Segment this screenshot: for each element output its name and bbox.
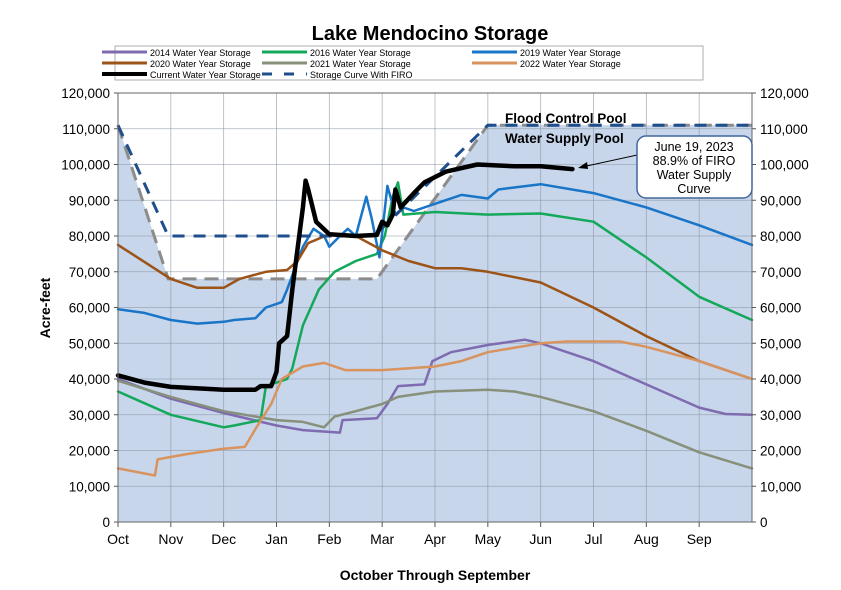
x-tick-label: Jul <box>585 531 603 547</box>
x-tick-label: Oct <box>107 531 129 547</box>
series-line-2021-water-year-storage <box>116 379 754 470</box>
y-tick-label-right: 120,000 <box>760 86 809 101</box>
y-tick-label-right: 50,000 <box>760 336 801 351</box>
y-tick-label-left: 120,000 <box>61 86 110 101</box>
y-tick-label-right: 100,000 <box>760 158 809 173</box>
legend-label: 2020 Water Year Storage <box>150 59 251 69</box>
callout-box <box>636 135 753 199</box>
callout-arrow <box>581 154 638 168</box>
series-line-2019-water-year-storage <box>116 182 754 325</box>
legend: 2014 Water Year Storage 2016 Water Year S… <box>102 48 621 80</box>
series-line-2022-water-year-storage <box>116 340 754 477</box>
callout-line-3: Water Supply <box>657 168 732 182</box>
y-tick-label-right: 20,000 <box>760 444 801 459</box>
y-tick-label-right: 110,000 <box>760 122 808 137</box>
flood-control-pool-label: Flood Control Pool <box>505 111 626 126</box>
y-tick-label-right: 80,000 <box>760 229 801 244</box>
callout-arrowhead <box>578 162 588 169</box>
callout-line-2: 88.9% of FIRO <box>653 154 736 168</box>
callout: June 19, 2023 88.9% of FIRO Water Supply… <box>578 135 753 199</box>
y-tick-label-left: 0 <box>102 515 110 530</box>
x-axis-label: October Through September <box>340 567 531 583</box>
series-line-storage-curve-with-firo <box>116 123 752 238</box>
y-tick-label-left: 80,000 <box>69 229 110 244</box>
x-tick-label: Mar <box>370 531 394 547</box>
callout-line-4: Curve <box>677 182 710 196</box>
y-tick-label-left: 100,000 <box>61 158 110 173</box>
water-supply-pool-label: Water Supply Pool <box>505 131 624 146</box>
y-axis-label: Acre-feet <box>37 277 53 338</box>
y-tick-label-right: 0 <box>760 515 768 530</box>
y-tick-label-left: 30,000 <box>69 408 110 423</box>
x-tick-label: May <box>475 531 501 547</box>
series-line-current-water-year-storage <box>115 162 575 392</box>
y-tick-label-left: 20,000 <box>69 444 110 459</box>
x-tick-label: Jun <box>529 531 552 547</box>
y-tick-label-right: 30,000 <box>760 408 801 423</box>
chart-title: Lake Mendocino Storage <box>312 23 549 45</box>
series-line-2014-water-year-storage <box>116 338 754 434</box>
x-tick-label: Apr <box>424 531 446 547</box>
legend-label: 2019 Water Year Storage <box>520 48 621 58</box>
x-tick-label: Sep <box>687 531 712 547</box>
y-tick-label-left: 40,000 <box>69 372 110 387</box>
y-tick-label-left: 90,000 <box>69 193 110 208</box>
y-tick-label-left: 70,000 <box>69 265 110 280</box>
y-tick-label-right: 90,000 <box>760 193 801 208</box>
legend-box <box>114 45 704 81</box>
legend-label: Current Water Year Storage <box>150 70 261 80</box>
legend-label: Storage Curve With FIRO <box>310 70 413 80</box>
y-tick-label-right: 60,000 <box>760 301 801 316</box>
y-tick-label-right: 70,000 <box>760 265 801 280</box>
y-tick-label-left: 60,000 <box>69 301 110 316</box>
plot-border <box>117 92 753 523</box>
legend-label: 2014 Water Year Storage <box>150 48 251 58</box>
y-tick-label-right: 40,000 <box>760 372 801 387</box>
x-tick-label: Dec <box>211 531 236 547</box>
y-tick-label-left: 110,000 <box>62 122 110 137</box>
x-tick-label: Jan <box>265 531 288 547</box>
y-tick-label-left: 50,000 <box>69 336 110 351</box>
plot-area: 0 0 10,000 10,000 20,000 20,000 30,000 30,000 40… <box>61 86 809 547</box>
legend-label: 2016 Water Year Storage <box>310 48 411 58</box>
y-tick-label-right: 10,000 <box>760 479 801 494</box>
callout-line-1: June 19, 2023 <box>654 140 733 154</box>
legend-label: 2021 Water Year Storage <box>310 59 411 69</box>
x-tick-label: Aug <box>634 531 659 547</box>
x-tick-label: Nov <box>158 531 183 547</box>
y-tick-label-left: 10,000 <box>69 479 110 494</box>
x-tick-label: Feb <box>317 531 341 547</box>
legend-label: 2022 Water Year Storage <box>520 59 621 69</box>
